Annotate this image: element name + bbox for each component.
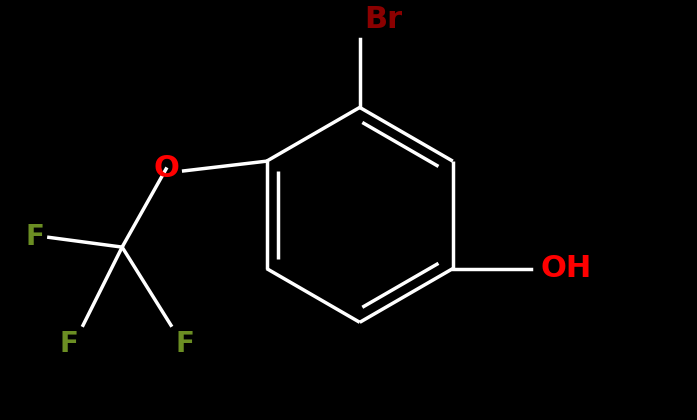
Text: OH: OH bbox=[541, 254, 592, 283]
Text: F: F bbox=[176, 330, 194, 358]
Text: Br: Br bbox=[365, 5, 403, 34]
Text: O: O bbox=[153, 155, 179, 184]
Text: F: F bbox=[25, 223, 44, 251]
Text: F: F bbox=[59, 330, 78, 358]
